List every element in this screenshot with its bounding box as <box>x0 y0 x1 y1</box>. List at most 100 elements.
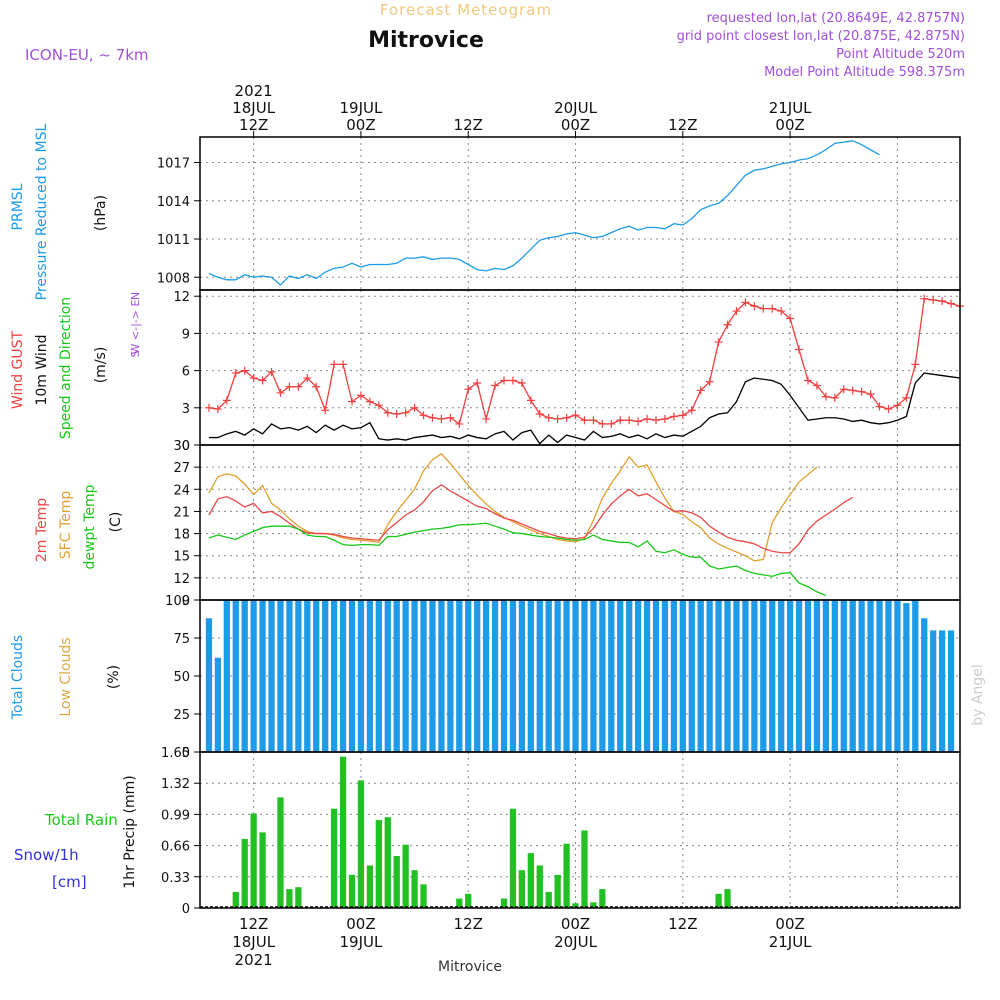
total-cloud-bar <box>447 600 454 752</box>
time-label-bottom: 12Z <box>454 915 483 933</box>
total-cloud-bar <box>304 600 311 752</box>
gust-point <box>562 413 571 422</box>
rain-bar <box>724 889 731 908</box>
time-label-top: 2021 <box>235 82 273 100</box>
total-cloud-bar <box>348 600 356 752</box>
time-label-top: 00Z <box>775 116 804 134</box>
total-cloud-bar <box>456 600 463 752</box>
compass-s: S <box>129 350 142 357</box>
wind-ylabel: (m/s) <box>93 347 109 384</box>
total-cloud-bar <box>876 600 883 752</box>
gust-point <box>249 374 258 383</box>
total-cloud-bar <box>617 600 624 752</box>
gust-point <box>821 392 830 401</box>
total-cloud-bar <box>742 600 749 752</box>
gust-point <box>580 416 589 425</box>
rain-bar <box>241 838 248 908</box>
gust-point <box>839 385 848 394</box>
gust-point <box>741 298 750 307</box>
gust-point <box>285 382 294 391</box>
gust-point <box>258 376 267 385</box>
total-cloud-bar <box>277 600 284 752</box>
gust-point <box>589 416 598 425</box>
time-label-top: 18JUL <box>232 99 275 117</box>
gust-point <box>374 401 383 410</box>
rain-bar <box>348 874 356 908</box>
gust-point <box>339 360 348 369</box>
y-tick-label: 0.99 <box>161 808 190 823</box>
time-label-bottom: 12Z <box>239 915 268 933</box>
y-tick-label: 9 <box>182 327 190 342</box>
gust-point <box>535 410 544 418</box>
rain-bar <box>384 817 391 908</box>
rain-bar <box>402 844 409 908</box>
total-cloud-bar <box>545 600 552 752</box>
gust-point <box>857 387 866 396</box>
rain-bar <box>339 756 347 908</box>
gust-point <box>294 382 303 391</box>
total-cloud-bar <box>330 600 338 752</box>
station-title: Mitrovice <box>368 28 484 53</box>
total-cloud-bar <box>706 600 713 752</box>
rain-bar <box>357 780 365 908</box>
rain-bar <box>259 832 266 908</box>
gust-point <box>723 320 732 329</box>
total-cloud-bar <box>339 600 347 752</box>
gust-point <box>625 416 634 425</box>
total-cloud-bar <box>420 600 427 752</box>
gust-point <box>544 413 553 422</box>
total-cloud-bar <box>402 600 409 752</box>
temp-ylabel: (C) <box>108 512 124 533</box>
y-tick-label: 3 <box>182 402 190 417</box>
temp-title-1: 2m Temp <box>34 498 50 562</box>
time-label-top: 21JUL <box>769 99 812 117</box>
total-cloud-bar <box>393 600 400 752</box>
total-cloud-bar <box>205 618 213 752</box>
rain-bar <box>277 797 284 908</box>
cloud-ylabel: (%) <box>106 665 122 689</box>
total-cloud-bar <box>429 600 436 752</box>
rain-bar <box>232 891 239 908</box>
gust-point <box>517 379 526 387</box>
y-tick-label: 1008 <box>157 271 190 286</box>
gust-point <box>473 379 482 387</box>
y-tick-label: 50 <box>173 670 190 685</box>
gust-point <box>410 403 419 412</box>
temp-title-3: dewpt Temp <box>82 484 98 569</box>
time-label-bottom: 00Z <box>561 915 590 933</box>
rain-bar <box>715 893 722 908</box>
gust-point <box>455 419 464 428</box>
total-cloud-bar <box>769 600 776 752</box>
gust-point <box>947 299 956 308</box>
panel-frame <box>199 289 961 446</box>
total-cloud-bar <box>590 600 597 752</box>
total-cloud-bar <box>581 600 588 752</box>
total-cloud-bar <box>822 600 830 752</box>
precip-title-1: Total Rain <box>44 811 118 829</box>
time-label-bottom: 00Z <box>775 915 804 933</box>
time-label-top: 12Z <box>668 116 697 134</box>
precip-title-3: [cm] <box>52 873 87 891</box>
gust-point <box>464 385 473 394</box>
rain-bar <box>554 874 561 908</box>
compass-we: W <-|-> E <box>129 300 142 355</box>
rain-bar <box>286 889 293 908</box>
rain-bar <box>572 903 579 908</box>
rain-bar <box>295 887 302 908</box>
total-cloud-bar <box>500 600 508 752</box>
total-cloud-bar <box>509 600 517 752</box>
gust-point <box>759 304 768 313</box>
y-tick-label: 0 <box>182 439 190 454</box>
point-altitude: Point Altitude 520m <box>836 47 965 62</box>
y-tick-label: 12 <box>173 572 190 587</box>
gust-point <box>526 396 535 405</box>
time-label-top: 19JUL <box>340 99 383 117</box>
gust-point <box>267 367 276 376</box>
gust-point <box>866 390 875 399</box>
y-tick-label: 18 <box>173 528 190 543</box>
panel-frame <box>199 136 961 291</box>
pressure-title-2: Pressure Reduced to MSL <box>34 123 50 300</box>
gust-point <box>222 396 231 405</box>
total-cloud-bar <box>724 600 731 752</box>
